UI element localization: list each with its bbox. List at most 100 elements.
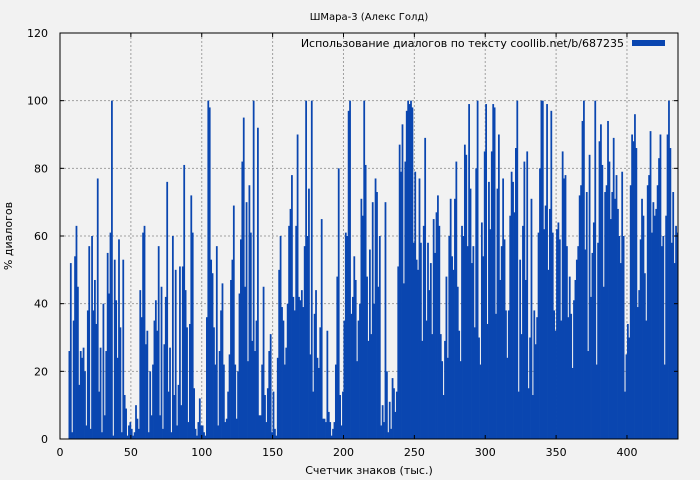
bar (428, 290, 431, 439)
bar (505, 310, 507, 439)
bar (500, 246, 503, 439)
bar (315, 290, 317, 439)
bar (327, 411, 330, 439)
bar (176, 425, 178, 439)
bar (624, 391, 626, 439)
bar (605, 185, 608, 439)
bar (269, 334, 272, 439)
bar (232, 205, 235, 439)
bar (305, 100, 307, 440)
bar (601, 164, 604, 439)
bar (125, 408, 127, 439)
bar (516, 100, 519, 440)
bar (77, 286, 79, 439)
bar (108, 293, 110, 439)
bar (611, 192, 614, 439)
bar (217, 425, 220, 439)
bar (638, 290, 641, 439)
bar (101, 432, 103, 439)
bar (540, 100, 543, 440)
bar (536, 317, 539, 439)
bar (102, 303, 105, 439)
y-tick-label: 80 (34, 162, 48, 175)
bar (485, 104, 487, 440)
bar (214, 364, 217, 439)
chart-title: ШМара-3 (Алекс Голд) (310, 12, 429, 23)
bar (422, 225, 425, 439)
bar (529, 337, 531, 439)
bar (668, 100, 670, 440)
bar (448, 236, 451, 439)
bar (364, 164, 367, 439)
bar (571, 367, 574, 439)
bar (539, 168, 541, 439)
bar (523, 161, 526, 439)
bar (617, 208, 619, 439)
bar (194, 428, 197, 439)
bar (234, 364, 237, 439)
bar (133, 432, 136, 439)
bar (329, 422, 332, 439)
bar (659, 134, 662, 439)
bar (381, 405, 384, 439)
bar (123, 395, 126, 439)
bars-layer (68, 100, 679, 440)
bar (384, 202, 387, 439)
bar (320, 219, 323, 439)
bar (339, 395, 341, 439)
x-tick-label: 50 (124, 446, 138, 459)
bar (578, 195, 581, 439)
bar (604, 192, 607, 439)
bar (356, 361, 359, 439)
bar (353, 256, 356, 439)
bar (310, 100, 313, 440)
bar (113, 259, 116, 439)
bar (386, 371, 388, 439)
bar (660, 246, 663, 439)
bar (553, 310, 556, 439)
bar (79, 351, 82, 439)
bar (459, 361, 462, 439)
bar (407, 100, 410, 440)
bar (410, 100, 412, 440)
bar (105, 351, 108, 439)
bar (635, 148, 638, 439)
bar (150, 415, 153, 439)
bar (421, 340, 424, 439)
bar (120, 432, 123, 439)
bar (89, 428, 92, 439)
bar (278, 269, 281, 439)
bar (621, 171, 624, 439)
bar (652, 202, 655, 439)
bar (519, 259, 522, 439)
bar (190, 195, 193, 439)
bar (167, 391, 170, 439)
bar (546, 104, 548, 440)
bar (198, 398, 201, 439)
bar (261, 364, 264, 439)
bar (567, 317, 570, 439)
bar (455, 161, 458, 439)
bar (288, 225, 290, 439)
bar (241, 161, 244, 439)
bar (598, 141, 601, 439)
bar (118, 239, 120, 439)
bar (445, 276, 448, 439)
bar (248, 185, 251, 439)
bar (351, 296, 354, 439)
bar (166, 181, 169, 439)
bar (68, 351, 71, 439)
bar (390, 428, 393, 439)
bar (106, 252, 109, 439)
bar (581, 120, 584, 439)
bar (429, 263, 432, 439)
bar (561, 151, 564, 440)
bar (95, 323, 98, 439)
bar (75, 225, 78, 439)
bar (444, 340, 446, 439)
x-tick-label: 100 (191, 446, 212, 459)
bar (296, 134, 299, 439)
legend: Использование диалогов по тексту coollib… (301, 37, 665, 50)
bar (479, 364, 482, 439)
bar (425, 320, 428, 439)
